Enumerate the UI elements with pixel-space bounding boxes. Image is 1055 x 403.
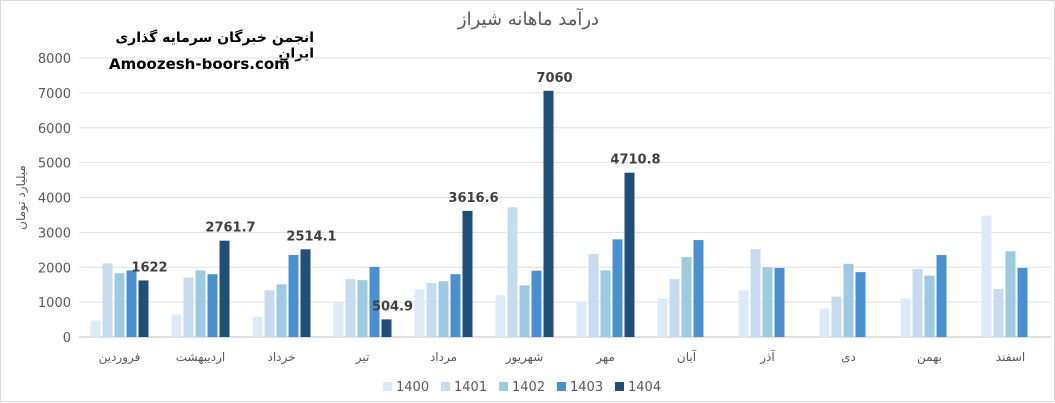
data-label: 1622 bbox=[131, 260, 167, 275]
y-tick-label: 0 bbox=[63, 331, 71, 346]
data-label: 3616.6 bbox=[448, 191, 498, 206]
y-tick-label: 4000 bbox=[38, 192, 71, 207]
bar-1401 bbox=[993, 288, 1004, 337]
y-axis-label: میلیارد تومان bbox=[14, 165, 29, 230]
data-label: 4710.8 bbox=[610, 153, 660, 168]
bar-1404 bbox=[381, 319, 392, 337]
bar-1402 bbox=[600, 270, 611, 337]
bar-1403 bbox=[369, 266, 380, 337]
y-tick-label: 2000 bbox=[38, 261, 71, 276]
legend-swatch-1400 bbox=[383, 382, 392, 391]
bar-1402 bbox=[114, 273, 125, 337]
bar-1401 bbox=[912, 268, 923, 337]
bar-1403 bbox=[288, 255, 299, 337]
watermark-url: Amoozesh-boors.com bbox=[109, 55, 290, 73]
data-label: 2761.7 bbox=[205, 221, 255, 236]
bar-1401 bbox=[102, 263, 113, 337]
bar-1403 bbox=[774, 267, 785, 337]
bar-1403 bbox=[936, 255, 947, 337]
bar-1400 bbox=[819, 308, 830, 337]
bar-1403 bbox=[693, 240, 704, 337]
legend-label: 1404 bbox=[628, 380, 661, 395]
data-label: 2514.1 bbox=[286, 229, 336, 244]
bar-1403 bbox=[207, 274, 218, 337]
legend-label: 1401 bbox=[454, 380, 487, 395]
data-label: 504.9 bbox=[372, 299, 413, 314]
bar-1400 bbox=[576, 302, 587, 337]
y-tick-label: 1000 bbox=[38, 296, 71, 311]
x-tick-label: بهمن bbox=[917, 350, 942, 365]
bar-1404 bbox=[219, 240, 230, 337]
bar-1403 bbox=[531, 270, 542, 337]
x-tick-label: آبان bbox=[677, 349, 697, 364]
legend-swatch-1402 bbox=[499, 382, 508, 391]
bar-1402 bbox=[924, 275, 935, 337]
legend-swatch-1404 bbox=[615, 382, 624, 391]
legend-label: 1403 bbox=[570, 380, 603, 395]
bar-1400 bbox=[90, 320, 101, 337]
y-tick-label: 8000 bbox=[38, 52, 71, 67]
bar-1403 bbox=[612, 239, 623, 337]
x-tick-label: خرداد bbox=[267, 350, 295, 365]
y-tick-label: 5000 bbox=[38, 157, 71, 172]
bar-1403 bbox=[450, 274, 461, 337]
y-tick-label: 3000 bbox=[38, 226, 71, 241]
x-tick-label: اردیبهشت bbox=[176, 350, 225, 365]
bar-1401 bbox=[183, 277, 194, 337]
bar-1404 bbox=[462, 210, 473, 337]
x-tick-label: مهر bbox=[595, 350, 615, 365]
bar-1401 bbox=[507, 207, 518, 337]
bar-1403 bbox=[855, 272, 866, 337]
bar-1401 bbox=[831, 296, 842, 337]
bar-1400 bbox=[495, 295, 506, 337]
x-tick-label: دی bbox=[841, 350, 856, 364]
x-tick-label: فروردین bbox=[99, 350, 141, 365]
bar-1401 bbox=[264, 290, 275, 337]
bar-1400 bbox=[252, 316, 263, 337]
bar-1400 bbox=[900, 298, 911, 337]
bar-1402 bbox=[195, 270, 206, 337]
bar-1404 bbox=[624, 172, 635, 337]
bar-1402 bbox=[1005, 251, 1016, 337]
bar-1401 bbox=[426, 282, 437, 337]
bar-1402 bbox=[762, 267, 773, 337]
y-tick-label: 7000 bbox=[38, 87, 71, 102]
bar-1400 bbox=[657, 298, 668, 337]
x-tick-label: مرداد bbox=[430, 350, 457, 365]
bar-1402 bbox=[438, 281, 449, 337]
bar-1400 bbox=[981, 215, 992, 337]
bar-1400 bbox=[171, 314, 182, 337]
bar-1402 bbox=[357, 280, 368, 337]
bar-1403 bbox=[126, 270, 137, 337]
bar-1401 bbox=[588, 253, 599, 337]
bar-1404 bbox=[300, 249, 311, 337]
bar-1402 bbox=[519, 285, 530, 337]
x-tick-label: اسفند bbox=[996, 350, 1025, 364]
bar-1400 bbox=[738, 290, 749, 337]
legend-swatch-1401 bbox=[441, 382, 450, 391]
x-tick-label: شهریور bbox=[505, 350, 544, 365]
bar-1400 bbox=[414, 289, 425, 337]
legend-swatch-1403 bbox=[557, 382, 566, 391]
bar-1401 bbox=[669, 279, 680, 337]
bar-1401 bbox=[345, 279, 356, 337]
chart-title: درآمد ماهانه شیراز bbox=[457, 9, 600, 30]
legend-label: 1402 bbox=[512, 380, 545, 395]
bar-1403 bbox=[1017, 267, 1028, 337]
bar-1400 bbox=[333, 302, 344, 337]
y-tick-label: 6000 bbox=[38, 122, 71, 137]
x-tick-label: تیر bbox=[355, 350, 370, 365]
bar-1404 bbox=[543, 90, 554, 337]
legend-label: 1400 bbox=[396, 380, 429, 395]
bar-1401 bbox=[750, 249, 761, 337]
bar-1402 bbox=[681, 257, 692, 337]
bar-1402 bbox=[843, 263, 854, 337]
bar-1404 bbox=[138, 280, 149, 337]
x-tick-label: آذر bbox=[759, 349, 775, 365]
data-label: 7060 bbox=[536, 71, 572, 86]
bar-1402 bbox=[276, 284, 287, 337]
